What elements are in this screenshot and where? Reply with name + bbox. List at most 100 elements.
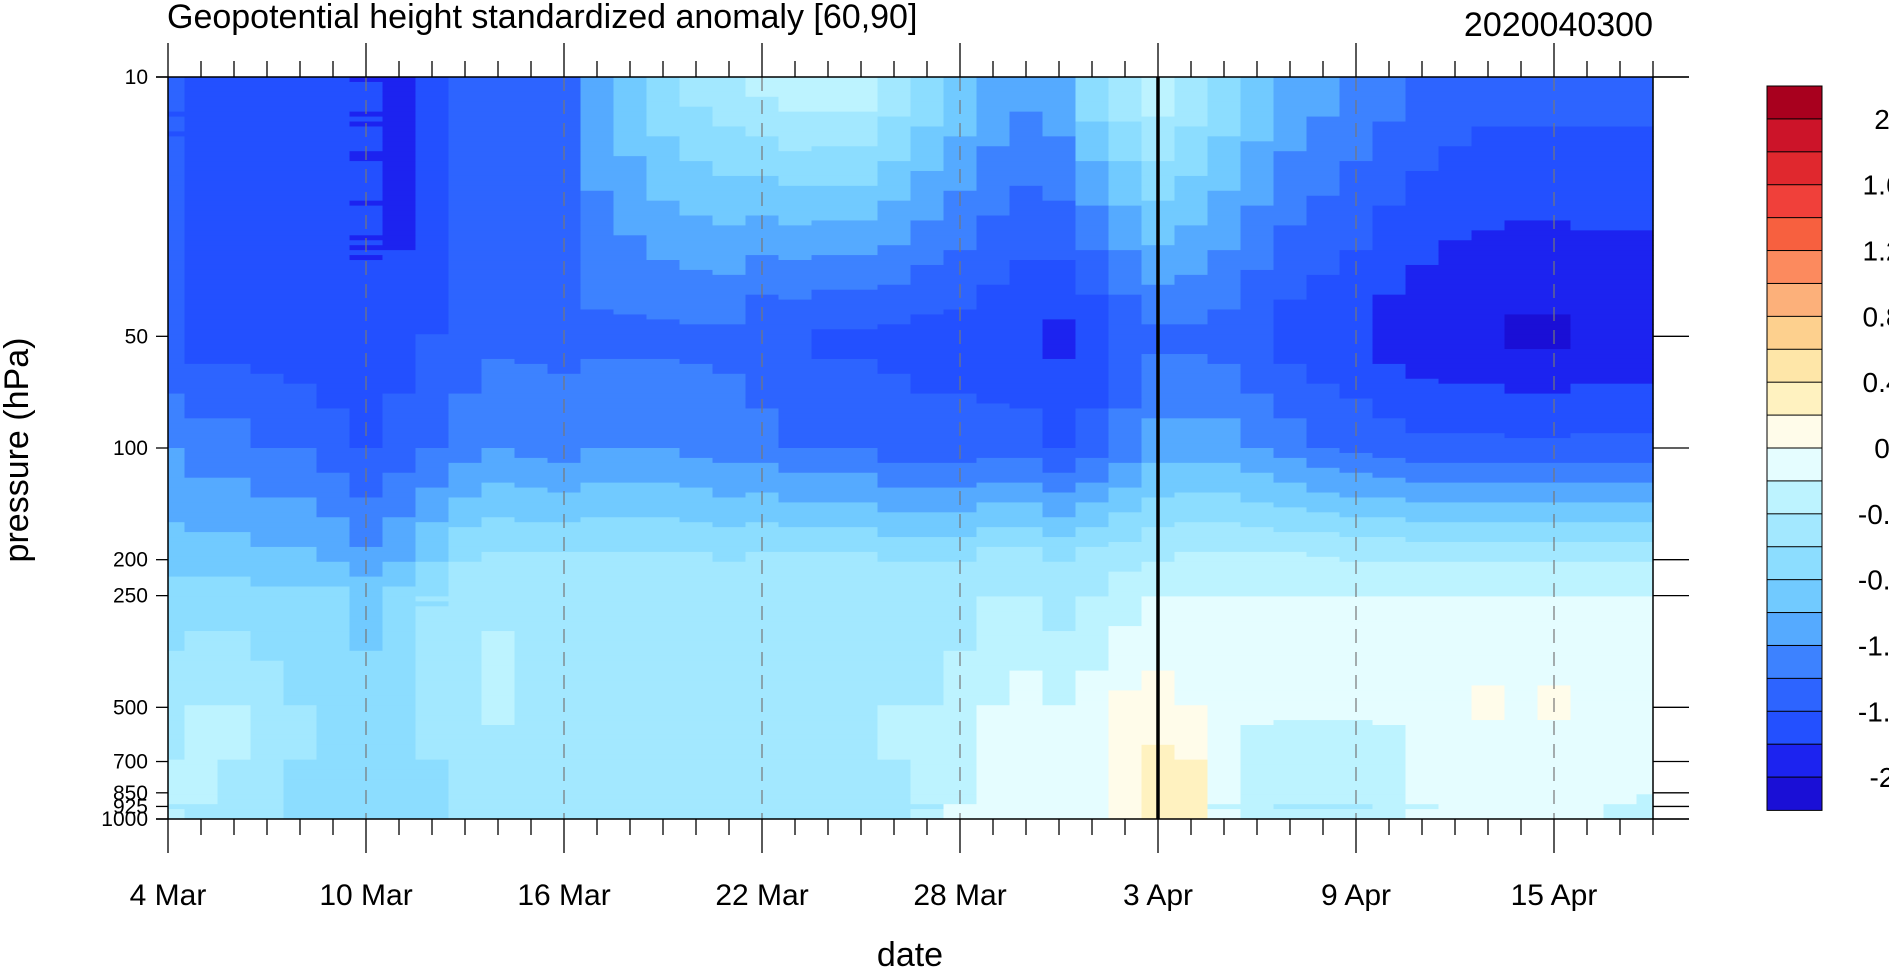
field-cell [1009, 388, 1044, 395]
field-cell [910, 729, 945, 736]
field-cell [1174, 512, 1209, 518]
field-cell [382, 462, 417, 469]
field-cell [316, 640, 351, 647]
field-cell [316, 497, 351, 504]
field-cell [1009, 492, 1044, 499]
field-cell [580, 527, 615, 533]
field-cell [283, 621, 318, 627]
field-cell [976, 517, 1011, 523]
field-cell [316, 205, 351, 212]
field-cell [184, 556, 219, 563]
field-cell [514, 225, 549, 231]
field-cell [778, 423, 813, 429]
field-cell [679, 151, 714, 157]
field-cell [712, 675, 747, 682]
field-cell [910, 443, 945, 449]
field-cell [448, 215, 483, 222]
field-cell [712, 685, 747, 691]
field-cell [844, 789, 879, 795]
field-cell [910, 131, 945, 137]
field-cell [1207, 383, 1242, 390]
field-cell [217, 675, 252, 682]
field-cell [448, 655, 483, 662]
field-cell [1174, 240, 1209, 246]
field-cell [184, 576, 219, 583]
field-cell [613, 121, 648, 128]
field-cell [910, 195, 945, 202]
field-cell [712, 141, 747, 147]
field-cell [316, 398, 351, 405]
field-cell [168, 749, 186, 756]
field-cell [1009, 462, 1044, 469]
field-cell [745, 250, 780, 256]
field-cell [514, 324, 549, 330]
field-cell [613, 264, 648, 271]
field-cell [811, 264, 846, 271]
field-cell [382, 81, 417, 88]
field-cell [547, 759, 582, 766]
field-cell [184, 77, 219, 83]
field-cell [250, 497, 285, 504]
field-cell [844, 626, 879, 632]
field-cell [1207, 344, 1242, 350]
field-cell [250, 151, 285, 157]
field-cell [1042, 210, 1077, 217]
field-cell [613, 611, 648, 617]
field-cell [679, 537, 714, 543]
field-cell [547, 645, 582, 652]
field-cell [745, 438, 780, 444]
field-cell [877, 393, 912, 400]
field-cell [976, 621, 1011, 627]
field-cell [646, 166, 681, 172]
field-cell [514, 423, 549, 429]
field-cell [943, 734, 978, 741]
field-cell [448, 250, 483, 256]
field-cell [184, 551, 219, 558]
field-cell [250, 418, 285, 424]
field-cell [712, 467, 747, 474]
field-cell [448, 146, 483, 152]
field-cell [745, 690, 780, 696]
field-cell [679, 710, 714, 716]
field-cell [481, 616, 516, 622]
field-cell [168, 532, 186, 538]
field-cell [778, 96, 813, 103]
field-cell [613, 161, 648, 167]
field-cell [250, 344, 285, 350]
field-cell [481, 472, 516, 479]
field-cell [811, 195, 846, 202]
field-cell [910, 477, 945, 484]
field-cell [349, 779, 384, 785]
field-cell [1009, 175, 1044, 182]
field-cell [1075, 289, 1110, 296]
field-cell [514, 685, 549, 691]
field-cell [316, 200, 351, 207]
field-cell [217, 334, 252, 340]
field-cell [679, 556, 714, 563]
field-cell [580, 403, 615, 410]
field-cell [844, 601, 879, 607]
field-cell [844, 240, 879, 246]
field-cell [976, 299, 1011, 306]
field-cell [283, 126, 318, 133]
field-cell [910, 156, 945, 162]
field-cell [877, 334, 912, 340]
field-cell [910, 116, 945, 123]
field-cell [168, 156, 186, 162]
field-cell [1009, 423, 1044, 429]
field-cell [448, 141, 483, 147]
field-cell [514, 710, 549, 716]
field-cell [168, 660, 186, 667]
field-cell [877, 289, 912, 296]
field-cell [976, 156, 1011, 162]
field-cell [811, 507, 846, 513]
field-cell [1075, 264, 1110, 271]
field-cell [1042, 190, 1077, 197]
field-cell [481, 784, 516, 790]
field-cell [481, 744, 516, 751]
field-cell [712, 185, 747, 192]
field-cell [448, 190, 483, 197]
field-cell [415, 309, 450, 316]
field-cell [580, 635, 615, 642]
field-cell [1108, 161, 1143, 167]
